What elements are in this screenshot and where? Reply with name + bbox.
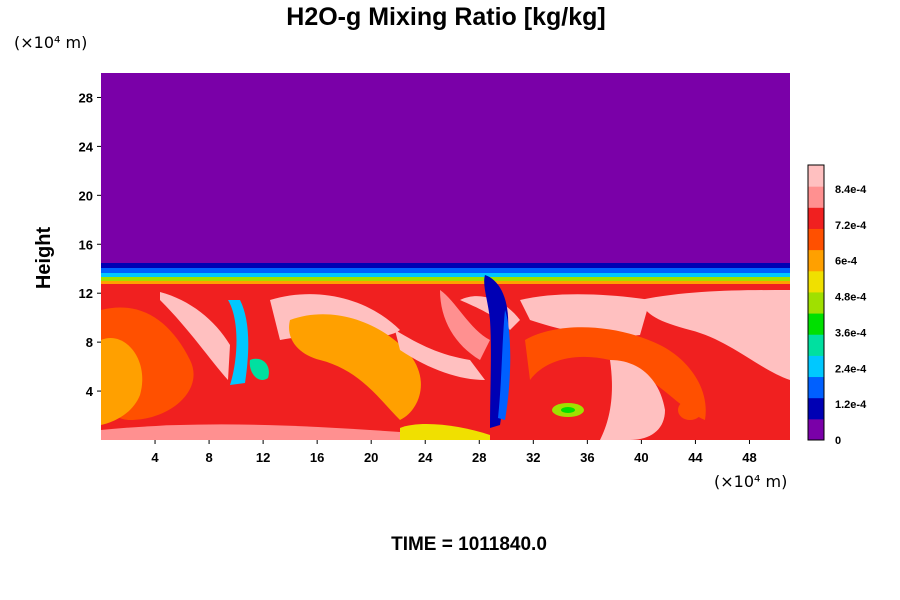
y-axis-label: Height [33, 227, 55, 290]
colorbar-tick-label: 7.2e-4 [835, 220, 867, 232]
colorbar-band [808, 397, 824, 420]
y-tick-label: 20 [79, 188, 93, 203]
colorbar-tick-label: 8.4e-4 [835, 184, 867, 196]
y-axis-ticks: 4 8 12 16 20 24 28 [79, 90, 101, 399]
time-label: TIME = 1011840.0 [391, 534, 547, 555]
plot-area [101, 73, 790, 440]
x-tick-label: 20 [364, 450, 378, 465]
x-tick-label: 12 [256, 450, 270, 465]
colorbar-tick-label: 1.2e-4 [835, 399, 867, 411]
colorbar-frame [807, 164, 825, 441]
y-tick-label: 8 [86, 335, 93, 350]
colorbar-band [808, 418, 824, 441]
colorbar-band [808, 228, 824, 251]
x-tick-label: 48 [742, 450, 756, 465]
x-tick-label: 32 [526, 450, 540, 465]
x-tick-label: 24 [418, 450, 433, 465]
x-tick-label: 44 [688, 450, 703, 465]
colorbar-band [808, 355, 824, 378]
y-tick-label: 16 [79, 237, 93, 252]
x-axis-ticks: 4 8 12 16 20 24 28 32 36 40 44 48 [151, 440, 757, 465]
colorbar-band [808, 334, 824, 356]
colorbar-tick-label: 0 [835, 435, 841, 447]
colorbar-band [808, 249, 824, 272]
colorbar-tick-label: 6e-4 [835, 256, 858, 268]
y-tick-label: 28 [79, 90, 93, 105]
x-tick-label: 40 [634, 450, 648, 465]
y-axis-unit: (×10⁴ m) [14, 33, 87, 52]
colorbar-tick-label: 4.8e-4 [835, 292, 867, 304]
x-tick-label: 36 [580, 450, 594, 465]
x-axis-unit: (×10⁴ m) [714, 472, 787, 491]
colorbar-band [808, 270, 824, 293]
colorbar-band [808, 207, 824, 229]
y-tick-label: 4 [86, 384, 94, 399]
colorbar-tick-label: 3.6e-4 [835, 327, 867, 339]
x-tick-label: 28 [472, 450, 486, 465]
colorbar-ticks: 0 1.2e-4 2.4e-4 3.6e-4 4.8e-4 6e-4 7.2e-4 8.4e-… [835, 184, 867, 447]
chart-title: H2O-g Mixing Ratio [kg/kg] [286, 3, 605, 31]
plume-features [101, 275, 790, 440]
colorbar-bands [808, 165, 824, 441]
y-tick-label: 24 [79, 139, 94, 154]
y-tick-label: 12 [79, 286, 93, 301]
x-tick-label: 16 [310, 450, 324, 465]
x-tick-label: 4 [151, 450, 159, 465]
colorbar-band [808, 186, 824, 208]
colorbar: 0 1.2e-4 2.4e-4 3.6e-4 4.8e-4 6e-4 7.2e-4 8.4e-… [807, 164, 867, 447]
colorbar-band [808, 376, 824, 399]
colorbar-band [808, 165, 824, 187]
x-tick-label: 8 [205, 450, 212, 465]
colorbar-band [808, 313, 824, 335]
moist-transition-band [101, 263, 790, 284]
colorbar-band [808, 291, 824, 314]
colorbar-tick-label: 2.4e-4 [835, 363, 867, 375]
